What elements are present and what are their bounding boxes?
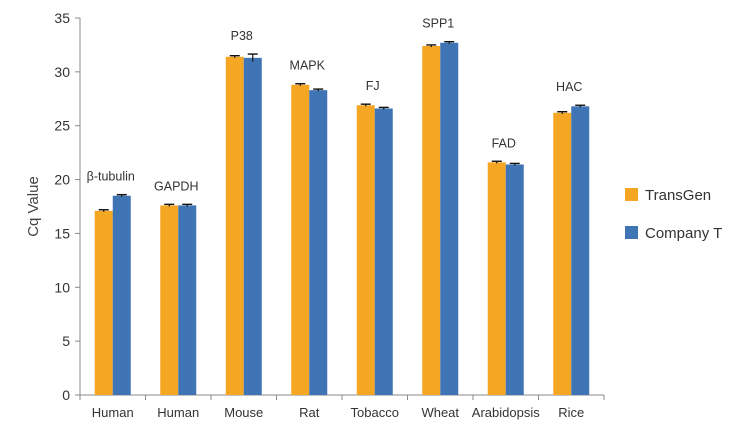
y-tick-label: 35 [54,10,70,26]
bar-company-t [440,42,459,395]
bar-company-t [374,108,393,395]
y-tick-label: 10 [54,279,70,295]
category-label: Rice [558,405,584,420]
y-tick-label: 15 [54,225,70,241]
category-label: Rat [299,405,320,420]
bar-transgen [160,205,179,395]
category-label: Tobacco [351,405,399,420]
category-label: Arabidopsis [472,405,540,420]
y-tick-label: 0 [62,387,70,403]
category-label: Human [157,405,199,420]
gene-annotation: β-tubulin [87,170,135,184]
bar-transgen [291,84,310,395]
labels: Human β-tubulin Human GAPDH Mouse P38 Rat MAPK T… [87,17,585,420]
bar-company-t [505,164,524,395]
y-tick-label: 30 [54,64,70,80]
gene-annotation: P38 [231,29,253,43]
gene-annotation: SPP1 [422,17,454,31]
category-label: Wheat [421,405,459,420]
bar-transgen [553,112,572,395]
y-tick-label: 25 [54,118,70,134]
bar-transgen [422,46,441,396]
bar-company-t [178,205,197,395]
gene-annotation: MAPK [290,59,326,73]
legend-swatch [625,226,638,239]
bar-company-t [112,195,131,395]
legend-label: TransGen [645,187,711,204]
legend: TransGen Company T [625,187,722,242]
bar-transgen [487,162,506,395]
gene-annotation: FAD [492,136,516,150]
gene-annotation: HAC [556,80,582,94]
y-tick-label: 5 [62,333,70,349]
bar-company-t [571,106,590,395]
category-label: Human [92,405,134,420]
y-axis-title: Cq Value [25,176,42,237]
y-tick-label: 20 [54,172,70,188]
bar-company-t [243,57,262,396]
gene-annotation: FJ [366,79,380,93]
bar-company-t [309,90,328,395]
gene-annotation: GAPDH [154,179,198,193]
category-label: Mouse [224,405,263,420]
legend-swatch [625,188,638,201]
bar-transgen [225,56,244,396]
bar-transgen [356,105,375,396]
bars [94,40,590,396]
bar-transgen [94,210,113,395]
legend-label: Company T [645,225,722,242]
